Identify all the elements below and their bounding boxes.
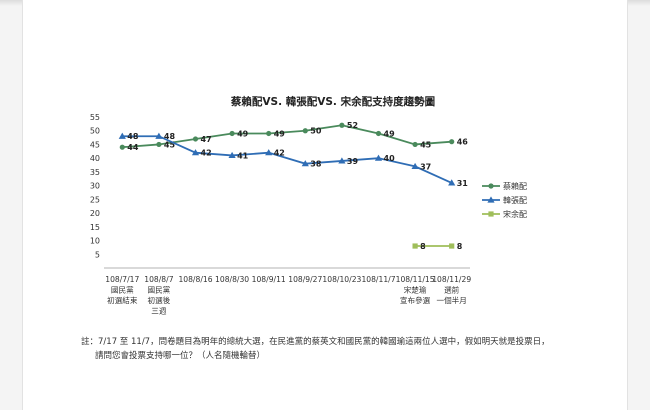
data-point	[448, 179, 456, 186]
data-label: 50	[310, 127, 322, 136]
data-label: 8	[457, 242, 463, 251]
data-point	[412, 141, 418, 148]
legend-label: 蔡賴配	[503, 181, 527, 191]
y-tick-label: 25	[90, 195, 100, 204]
data-label: 49	[274, 129, 286, 138]
footnote-text-1: 7/17 至 11/7，問卷題目為明年的總統大選，在民進黨的蔡英文和國民黨的韓國…	[98, 337, 550, 347]
x-tick-label: 108/8/30	[215, 275, 249, 284]
y-tick-label: 40	[90, 154, 100, 163]
legend-marker	[487, 196, 495, 203]
data-label: 48	[164, 132, 176, 141]
data-label: 8	[420, 242, 426, 251]
data-label: 41	[237, 151, 249, 160]
data-point	[229, 130, 235, 137]
data-point	[228, 151, 236, 159]
y-tick-label: 10	[90, 237, 100, 246]
chart-title: 蔡賴配VS. 韓張配VS. 宋余配支持度趨勢圖	[230, 95, 435, 108]
x-tick-label: 108/8/7 國民黨初選後三週	[144, 275, 173, 316]
data-point	[375, 130, 382, 137]
data-point	[265, 149, 273, 156]
data-point	[449, 139, 455, 145]
series-line	[122, 124, 452, 149]
footnote-label: 註：	[81, 337, 99, 347]
data-label: 46	[457, 138, 469, 147]
legend-label: 韓張配	[503, 195, 527, 205]
x-tick-label: 108/8/16	[178, 275, 212, 284]
legend-marker	[488, 211, 494, 217]
data-point	[411, 162, 419, 170]
series-line	[122, 135, 453, 184]
y-tick-label: 55	[90, 113, 100, 122]
x-tick-label: 108/7/17 國民黨初選結束	[105, 275, 139, 305]
y-tick-label: 30	[90, 182, 100, 191]
data-label: 37	[420, 162, 431, 171]
x-tick-label: 108/11/7	[361, 275, 395, 284]
legend-label: 宋余配	[503, 209, 527, 219]
x-tick-label: 108/9/27	[288, 275, 322, 284]
data-label: 49	[237, 129, 249, 138]
data-label: 47	[201, 135, 212, 144]
data-point	[118, 132, 126, 139]
data-label: 49	[384, 129, 396, 138]
x-tick-label: 108/11/15 宋楚瑜宣布參選	[396, 275, 435, 305]
footnote-line-2: 請問您會投票支持哪一位？（人名隨機輪替）	[95, 351, 266, 361]
y-tick-label: 5	[95, 250, 100, 259]
x-tick-label: 108/10/23	[322, 275, 361, 284]
data-label: 39	[347, 157, 359, 166]
legend-marker	[488, 183, 494, 189]
data-label: 42	[201, 149, 212, 158]
data-label: 31	[457, 179, 469, 188]
data-label: 52	[347, 121, 358, 130]
data-point	[119, 144, 125, 150]
y-tick-label: 50	[90, 127, 100, 136]
footnote: 註：7/17 至 11/7，問卷題目為明年的總統大選，在民進黨的蔡英文和國民黨的…	[81, 335, 581, 363]
y-tick-label: 45	[90, 140, 100, 149]
y-tick-label: 15	[90, 223, 100, 232]
data-label: 42	[274, 149, 285, 158]
chart-series: 44 45 47 49 49 50 52 49 45 46 48 48 42 41 42 38 39 40 37 31…	[118, 121, 469, 251]
y-tick-label: 35	[90, 168, 100, 177]
data-label: 40	[384, 154, 396, 163]
data-point	[374, 154, 383, 161]
data-label: 45	[164, 140, 176, 149]
x-tick-label: 108/11/29 選前一個半月	[432, 275, 471, 305]
data-point	[155, 132, 163, 139]
data-point	[449, 243, 455, 249]
y-tick-label: 20	[90, 209, 100, 218]
data-point	[301, 160, 309, 167]
data-point	[192, 136, 199, 142]
data-point	[339, 122, 345, 128]
data-label: 48	[127, 132, 139, 141]
data-point	[338, 157, 346, 164]
footnote-line-1: 註：7/17 至 11/7，問卷題目為明年的總統大選，在民進黨的蔡英文和國民黨的…	[81, 335, 581, 349]
document-page	[22, 0, 628, 410]
data-point	[412, 243, 418, 249]
data-point	[191, 149, 200, 156]
data-point	[302, 128, 308, 134]
data-label: 45	[420, 140, 432, 149]
x-tick-label: 108/9/11	[252, 275, 286, 284]
data-label: 38	[310, 160, 322, 169]
data-label: 44	[127, 143, 139, 152]
data-point	[266, 130, 272, 137]
data-point	[156, 141, 162, 148]
